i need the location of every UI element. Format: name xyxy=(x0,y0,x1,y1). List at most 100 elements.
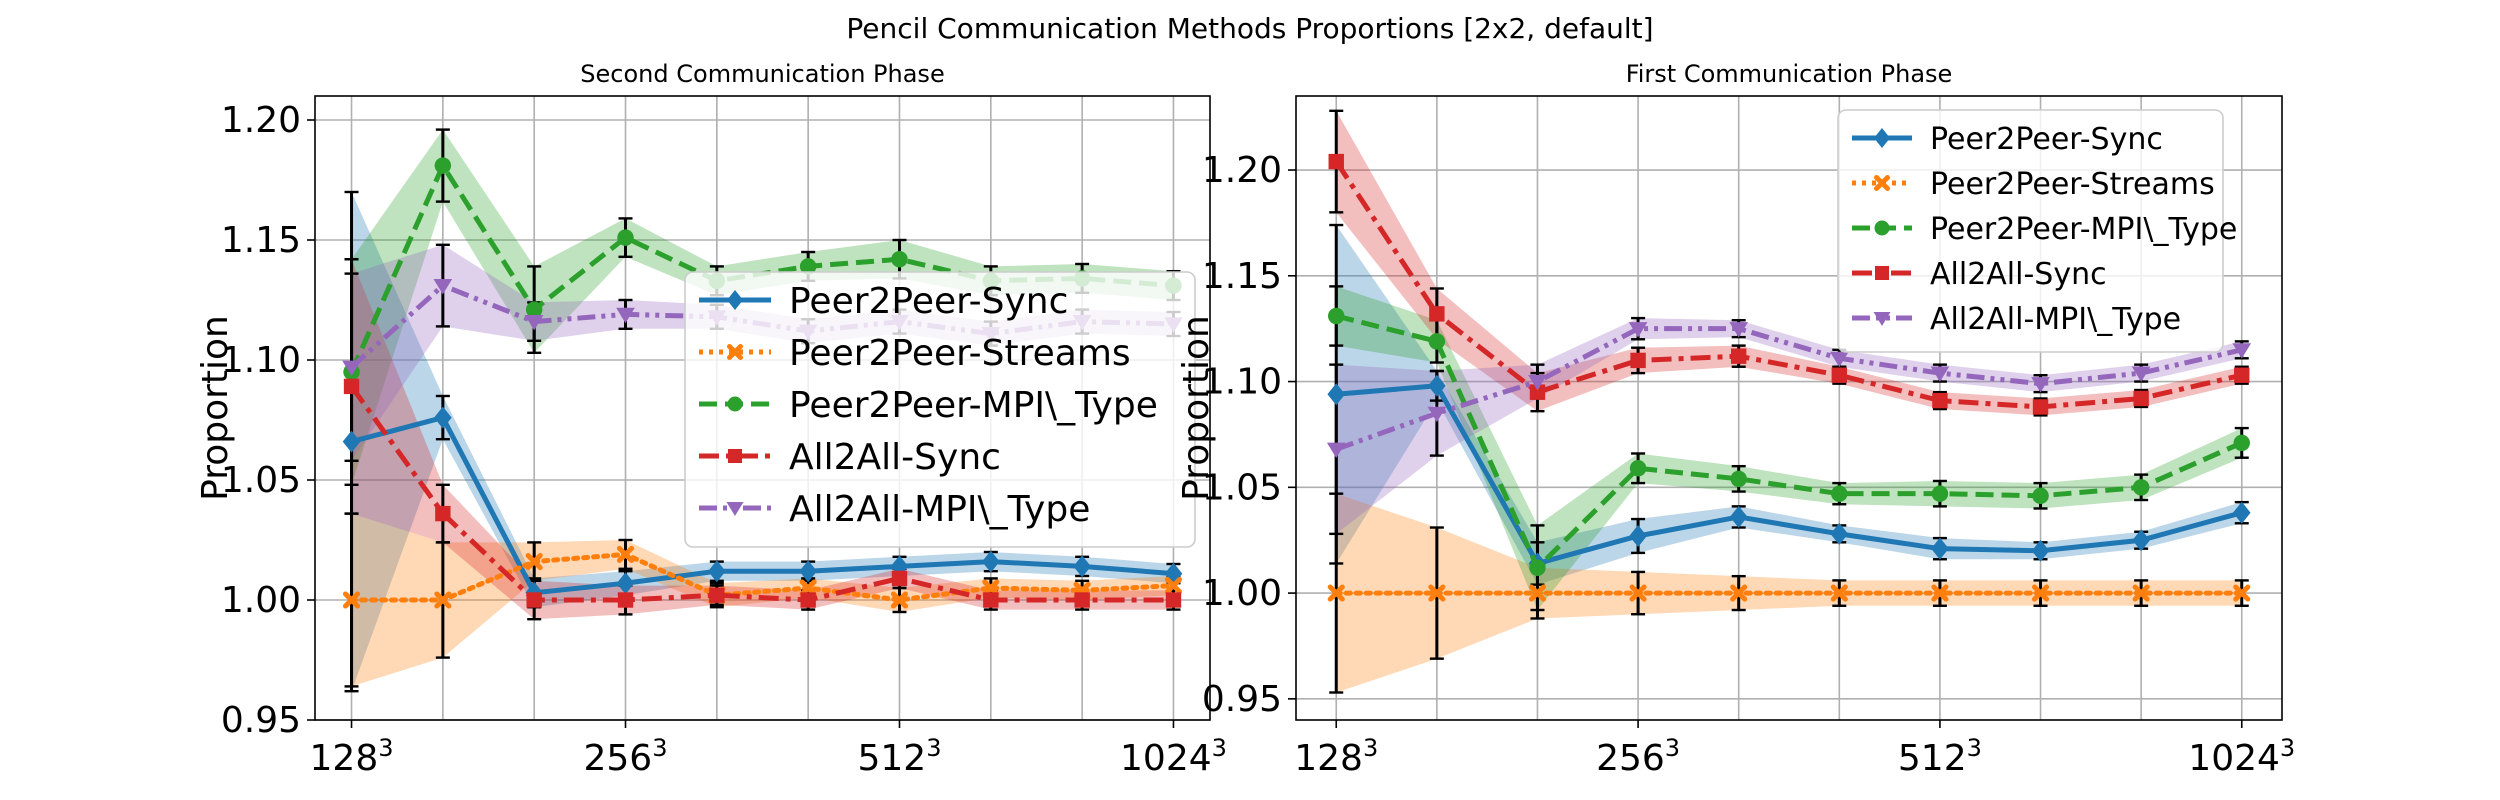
data-point xyxy=(433,279,453,295)
data-point xyxy=(1164,577,1183,595)
data-point xyxy=(2031,584,2050,602)
data-point xyxy=(1730,584,1748,602)
data-point xyxy=(1327,383,1346,406)
data-point xyxy=(1165,592,1182,608)
data-point xyxy=(525,553,543,571)
data-point xyxy=(1529,384,1546,400)
data-point xyxy=(1874,128,1890,148)
confidence-band xyxy=(351,129,1174,485)
series-line-4 xyxy=(349,384,1174,603)
data-point xyxy=(727,290,743,310)
data-point xyxy=(525,301,543,318)
data-point xyxy=(1628,322,1648,338)
data-point xyxy=(1629,584,1647,602)
data-point xyxy=(342,360,361,376)
y-tick-label: 1.00 xyxy=(1202,573,1282,614)
x-tick-label: 2563 xyxy=(584,734,668,779)
x-tick-label: 5123 xyxy=(857,734,941,779)
data-point xyxy=(1328,153,1344,170)
data-point xyxy=(617,229,634,246)
data-point xyxy=(891,250,908,268)
data-point xyxy=(1629,460,1647,477)
x-tick-label: 10243 xyxy=(2188,734,2295,779)
data-point xyxy=(2232,501,2251,524)
data-point xyxy=(1427,406,1447,423)
data-point xyxy=(727,344,743,360)
data-point xyxy=(2132,584,2150,602)
data-point xyxy=(1931,584,1949,602)
data-point xyxy=(2233,584,2251,602)
data-point xyxy=(1874,175,1890,191)
data-point xyxy=(1428,333,1446,350)
y-tick-label: 1.10 xyxy=(1202,362,1282,403)
legend-label: Peer2Peer-Streams xyxy=(1930,167,2215,202)
figure-title: Pencil Communication Methods Proportions… xyxy=(846,12,1653,45)
data-point xyxy=(709,587,725,603)
data-point xyxy=(1629,524,1647,547)
data-point xyxy=(616,307,635,324)
data-point xyxy=(2232,343,2252,359)
data-point xyxy=(434,157,452,174)
series-line-1 xyxy=(350,415,1174,596)
data-point xyxy=(1327,307,1345,325)
legend-label: Peer2Peer-MPI\_Type xyxy=(789,385,1158,426)
data-point xyxy=(983,592,999,608)
data-point xyxy=(1830,584,1848,602)
data-point xyxy=(2031,539,2050,562)
data-point xyxy=(616,545,635,563)
legend-label: Peer2Peer-MPI\_Type xyxy=(1930,212,2237,247)
data-point xyxy=(1831,485,1848,502)
data-point xyxy=(526,592,542,608)
series-line-5 xyxy=(1335,326,2243,452)
x-tick-label: 5123 xyxy=(1898,734,1982,779)
data-point xyxy=(342,430,361,453)
data-point xyxy=(2234,367,2250,383)
x-tick-label: 2563 xyxy=(1596,734,1680,779)
data-point xyxy=(435,505,451,522)
y-tick-label: 1.00 xyxy=(221,580,301,621)
data-point xyxy=(1729,505,1748,528)
data-point xyxy=(1875,266,1889,280)
legend-label: All2All-Sync xyxy=(789,437,1001,478)
chart-panel-2: 0.95 1.00 1.05 1.10 1.15 1.20 1283 2563 5123 1024… xyxy=(1176,60,2295,779)
data-point xyxy=(1930,366,1950,382)
y-axis-label: Proportion xyxy=(1176,315,1217,501)
data-point xyxy=(891,570,908,587)
y-tick-label: 1.05 xyxy=(221,460,301,501)
legend-label: All2All-MPI\_Type xyxy=(789,489,1090,530)
legend-box xyxy=(1837,109,2224,353)
data-point xyxy=(982,579,1000,597)
plot-frame xyxy=(1295,95,2283,721)
data-point xyxy=(1327,584,1345,602)
data-point xyxy=(799,258,817,275)
confidence-band xyxy=(351,244,1174,461)
data-point xyxy=(1528,374,1547,391)
data-point xyxy=(2131,366,2151,382)
data-point xyxy=(728,449,742,463)
y-axis-label: Proportion xyxy=(195,315,236,501)
legend-label: Peer2Peer-Sync xyxy=(789,281,1068,322)
y-tick-label: 1.15 xyxy=(221,220,301,261)
panel-title: Second Communication Phase xyxy=(580,60,944,88)
data-point xyxy=(1073,555,1091,578)
data-point xyxy=(890,591,909,609)
legend-label: All2All-MPI\_Type xyxy=(1930,302,2181,337)
data-point xyxy=(2032,399,2049,415)
data-point xyxy=(726,502,744,516)
data-point xyxy=(434,591,452,609)
data-point xyxy=(2132,479,2150,496)
data-point xyxy=(2132,529,2150,552)
data-point xyxy=(1874,220,1890,236)
data-point xyxy=(616,572,635,595)
legend-box xyxy=(684,271,1196,548)
data-point xyxy=(1830,522,1849,545)
data-point xyxy=(434,406,452,429)
data-point xyxy=(708,560,726,583)
legend: Peer2Peer-Sync Peer2Peer-Streams Peer2Peer… xyxy=(684,271,1196,548)
x-tick-label: 1283 xyxy=(1294,734,1378,779)
data-point xyxy=(1829,351,1849,368)
legend-label: All2All-Sync xyxy=(1930,257,2107,292)
y-tick-label: 0.95 xyxy=(1202,679,1282,720)
legend-label: Peer2Peer-Streams xyxy=(789,333,1131,374)
data-point xyxy=(1528,584,1547,602)
